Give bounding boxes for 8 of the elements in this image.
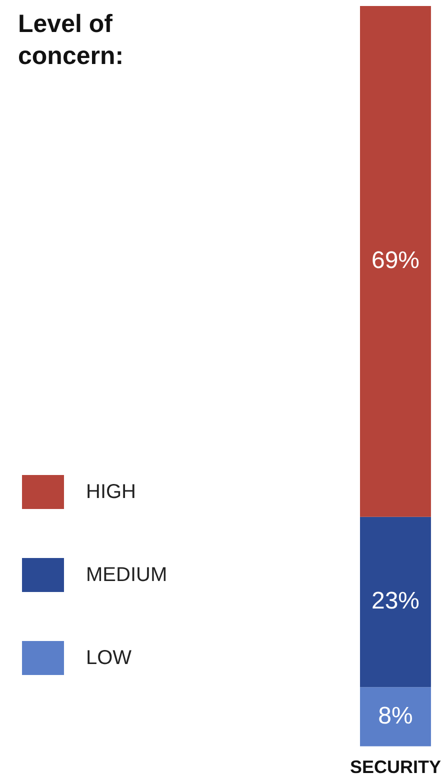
data-label: 23% xyxy=(371,588,420,615)
legend-label: HIGH xyxy=(86,480,136,504)
legend-label: LOW xyxy=(86,646,132,670)
legend-label: MEDIUM xyxy=(86,564,168,586)
data-label: 8% xyxy=(378,702,413,730)
data-label: 69% xyxy=(371,247,420,274)
legend-title: Level of concern: xyxy=(18,9,125,72)
x-tick-label: SECURITY xyxy=(350,757,441,778)
